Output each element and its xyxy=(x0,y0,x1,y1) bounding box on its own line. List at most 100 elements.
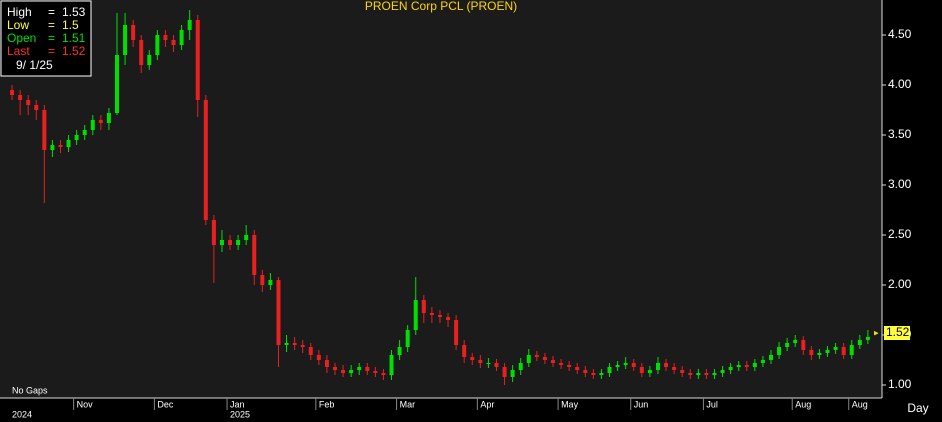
x-tick-label: Apr xyxy=(480,399,494,409)
candle-body xyxy=(655,363,660,370)
candle-body xyxy=(139,40,144,65)
candle-body xyxy=(82,130,87,135)
gap-note: No Gaps xyxy=(12,385,48,395)
y-tick-label: 2.50 xyxy=(888,227,912,241)
info-label: Last xyxy=(7,44,30,58)
candle-body xyxy=(591,373,596,375)
candle-body xyxy=(551,360,555,363)
candle-body xyxy=(680,370,685,373)
candle-body xyxy=(486,363,491,364)
candle-body xyxy=(219,240,224,245)
candle-body xyxy=(389,355,394,375)
candle-body xyxy=(187,20,192,30)
candle-body xyxy=(647,370,652,373)
candle-body xyxy=(66,140,71,147)
candle-body xyxy=(688,373,693,375)
candle-body xyxy=(397,347,402,355)
candle-body xyxy=(470,357,475,360)
candle-body xyxy=(421,300,426,313)
candle-body xyxy=(672,367,677,370)
candle-body xyxy=(728,367,733,370)
candle-body xyxy=(639,367,644,373)
candle-body xyxy=(179,30,184,45)
y-tick-label: 4.00 xyxy=(888,77,912,91)
candle-body xyxy=(769,355,773,360)
x-tick-label: Mar xyxy=(400,399,416,409)
candle-body xyxy=(106,113,111,123)
candle-body xyxy=(58,145,63,147)
info-sign: = xyxy=(48,31,55,45)
plot-area xyxy=(0,0,882,398)
x-tick-label: Aug xyxy=(852,399,868,409)
candle-body xyxy=(236,240,241,245)
info-sign: = xyxy=(48,18,55,32)
y-tick-label: 4.50 xyxy=(888,27,912,41)
candle-body xyxy=(849,345,854,355)
info-value: 1.51 xyxy=(62,31,86,45)
candle-body xyxy=(365,367,370,371)
x-tick-label: Feb xyxy=(319,399,335,409)
candle-body xyxy=(244,235,249,240)
candle-body xyxy=(510,370,515,377)
candle-body xyxy=(316,355,321,360)
candle-body xyxy=(10,90,15,95)
candle-body xyxy=(155,35,160,55)
info-date: 9/ 1/25 xyxy=(16,58,53,72)
candle-body xyxy=(171,40,176,45)
candle-body xyxy=(785,343,790,347)
candle-body xyxy=(752,363,757,367)
candle-body xyxy=(333,367,337,370)
y-tick-label: 1.00 xyxy=(888,377,912,391)
candle-body xyxy=(526,355,531,363)
candle-body xyxy=(300,345,305,347)
candle-body xyxy=(736,365,741,367)
candle-body xyxy=(478,360,483,363)
candle-body xyxy=(873,333,878,334)
candle-body xyxy=(284,343,289,345)
y-tick-label: 3.50 xyxy=(888,127,912,141)
candle-body xyxy=(454,320,459,345)
candle-body xyxy=(228,240,233,245)
candle-body xyxy=(801,340,806,350)
period-label: Day xyxy=(907,401,928,415)
candle-body xyxy=(704,373,709,375)
candle-body xyxy=(131,25,136,40)
candle-body xyxy=(26,100,31,105)
candle-body xyxy=(18,95,23,100)
y-tick-label: 3.00 xyxy=(888,177,912,191)
candle-body xyxy=(518,363,523,370)
candle-body xyxy=(276,280,281,345)
candle-body xyxy=(720,370,725,373)
candle-body xyxy=(429,313,434,315)
candle-body xyxy=(98,120,103,123)
candle-body xyxy=(607,367,612,373)
candle-body xyxy=(567,365,572,367)
candle-body xyxy=(494,363,499,367)
chart-title: PROEN Corp PCL (PROEN) xyxy=(365,0,517,13)
candle-body xyxy=(308,347,313,355)
candle-body xyxy=(631,363,636,367)
candle-body xyxy=(664,363,669,367)
x-tick-label: Jan xyxy=(230,399,245,409)
candle-body xyxy=(268,280,273,285)
candle-body xyxy=(599,373,604,375)
info-label: Open xyxy=(7,31,36,45)
x-tick-label: Jun xyxy=(634,399,649,409)
x-tick-label: May xyxy=(561,399,579,409)
candle-body xyxy=(534,355,539,357)
last-price-box xyxy=(884,326,910,340)
candle-body xyxy=(833,347,838,350)
candle-body xyxy=(373,371,378,373)
candle-body xyxy=(696,373,701,375)
info-sign: = xyxy=(48,5,55,19)
candle-body xyxy=(583,370,588,373)
info-box xyxy=(0,0,92,77)
x-tick-label: Jul xyxy=(706,399,718,409)
candle-body xyxy=(115,55,119,113)
candle-body xyxy=(252,235,257,275)
candle-body xyxy=(123,25,128,55)
candle-body xyxy=(542,357,547,360)
candle-body xyxy=(341,370,346,373)
